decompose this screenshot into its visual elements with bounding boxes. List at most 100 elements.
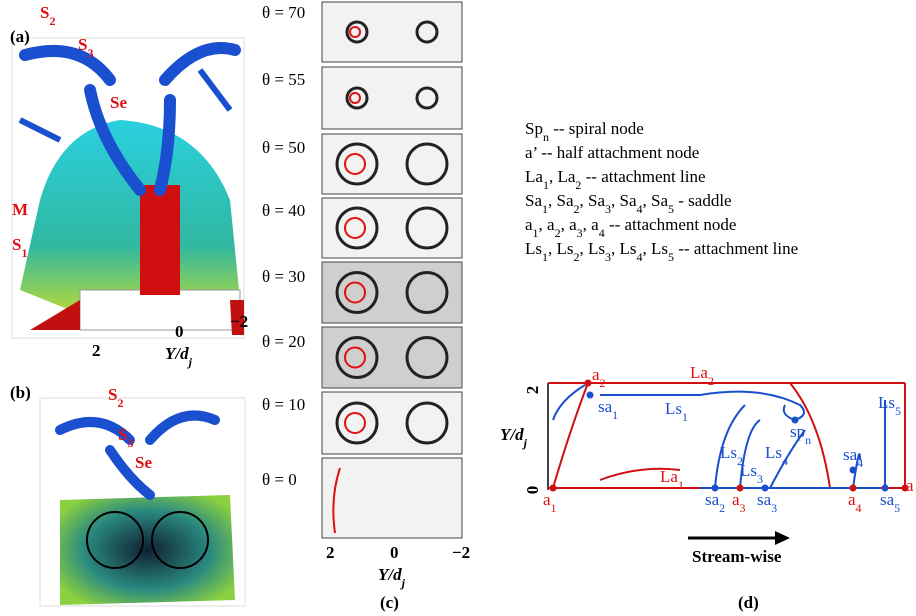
subscript: 2: [708, 374, 714, 388]
text-part: , Sa: [643, 191, 669, 210]
text-part: Ls: [878, 393, 895, 412]
figure: (a)S2S3SeMS120−2Y/dj(b)S2S3Seθ = 70θ = 5…: [0, 0, 916, 616]
text-part: -- attachment node: [605, 215, 737, 234]
subscript: n: [805, 433, 811, 447]
text-part: Y/d: [378, 565, 402, 584]
text-part: S: [118, 425, 127, 444]
subscript: 1: [682, 410, 688, 424]
text-part: S: [12, 235, 21, 254]
text-part: Ls: [720, 443, 737, 462]
topology-label: Ls4: [765, 443, 788, 468]
angle-label: θ = 70: [262, 3, 305, 22]
subscript: 3: [127, 436, 133, 450]
text-part: Sa: [525, 191, 542, 210]
text-part: Sp: [525, 119, 543, 138]
text-part: , Ls: [611, 239, 637, 258]
subscript: 2: [117, 396, 123, 410]
angle-label: θ = 10: [262, 395, 305, 414]
text-part: , La: [549, 167, 576, 186]
angle-label: θ = 0: [262, 470, 297, 489]
angle-label: θ = 20: [262, 332, 305, 351]
subscript: 1: [21, 246, 27, 260]
subscript: 3: [771, 501, 777, 515]
angle-label: θ = 50: [262, 138, 305, 157]
angle-label: θ = 55: [262, 70, 305, 89]
text-part: a’ -- half attachment node: [525, 143, 699, 162]
streamline-image: [322, 2, 462, 62]
text-part: , Ls: [643, 239, 669, 258]
panel-label: (d): [738, 593, 759, 612]
text-part: sa: [705, 490, 720, 509]
legend-entry: a’ -- half attachment node: [525, 143, 699, 162]
subscript: 4: [782, 454, 788, 468]
topology-label: Ls1: [665, 399, 688, 424]
topology-label: sa3: [757, 490, 777, 515]
topology-label: sa4: [843, 445, 863, 470]
legend-entry: a1, a2, a3, a4 -- attachment node: [525, 215, 736, 240]
subscript: 1: [678, 478, 684, 492]
panel-label: (c): [380, 593, 399, 612]
subscript: 3: [740, 501, 746, 515]
text-part: a: [906, 476, 914, 495]
axis-label: Y/dj: [500, 425, 528, 450]
topology-label: sa2: [705, 490, 725, 515]
topology-label: Ls3: [740, 461, 763, 486]
panel-label: (b): [10, 383, 31, 402]
angle-label: θ = 40: [262, 201, 305, 220]
axis-tick: 2: [523, 386, 542, 395]
axis-tick: 2: [92, 341, 101, 360]
angle-label: θ = 30: [262, 267, 305, 286]
text-part: , Sa: [580, 191, 606, 210]
text-part: Y/d: [165, 344, 189, 363]
panel-label: (a): [10, 27, 30, 46]
topology-label: La2: [690, 363, 714, 388]
text-part: M: [12, 200, 28, 219]
streamline-image: [322, 262, 462, 323]
topology-label: Ls5: [878, 393, 901, 418]
streamline-image: [322, 392, 462, 454]
text-part: -- spiral node: [549, 119, 644, 138]
text-part: , Sa: [548, 191, 574, 210]
text-part: La: [690, 363, 708, 382]
text-part: sa: [757, 490, 772, 509]
subscript: 5: [895, 404, 901, 418]
text-part: - saddle: [674, 191, 732, 210]
structure-label: M: [12, 200, 28, 219]
topology-label: spn: [790, 422, 811, 447]
text-part: La: [525, 167, 543, 186]
legend-entry: La1, La2 -- attachment line: [525, 167, 706, 192]
streamline-image: [322, 134, 462, 194]
direction-label: Stream-wise: [692, 547, 782, 566]
subscript: 2: [600, 376, 606, 390]
text-part: , Ls: [580, 239, 606, 258]
text-part: -- attachment line: [581, 167, 705, 186]
panel-a-image: [12, 38, 244, 338]
axis-label: Y/dj: [378, 565, 406, 590]
subscript: 3: [87, 46, 93, 60]
axis-tick: −2: [452, 543, 470, 562]
subscript: 1: [551, 501, 557, 515]
text-part: , a: [583, 215, 600, 234]
axis-tick: −2: [230, 312, 248, 331]
text-part: sa: [598, 397, 613, 416]
subscript: 3: [757, 472, 763, 486]
topology-label: a1: [543, 490, 557, 515]
streamline-image: [322, 198, 462, 258]
text-part: , a: [539, 215, 556, 234]
legend-entry: Spn -- spiral node: [525, 119, 644, 144]
axis-tick: 0: [523, 486, 542, 495]
structure-label: S2: [40, 3, 55, 28]
subscript: 2: [49, 14, 55, 28]
subscript: 5: [894, 501, 900, 515]
streamline-image: [322, 327, 462, 388]
axis-tick: 0: [390, 543, 399, 562]
topology-label: a2: [592, 365, 606, 390]
text-part: sp: [790, 422, 805, 441]
streamline-image: [322, 458, 462, 538]
streamline-image: [322, 67, 462, 129]
text-part: Se: [110, 93, 127, 112]
text-part: Ls: [765, 443, 782, 462]
text-part: Ls: [665, 399, 682, 418]
text-part: S: [108, 385, 117, 404]
subscript: 4: [857, 456, 863, 470]
